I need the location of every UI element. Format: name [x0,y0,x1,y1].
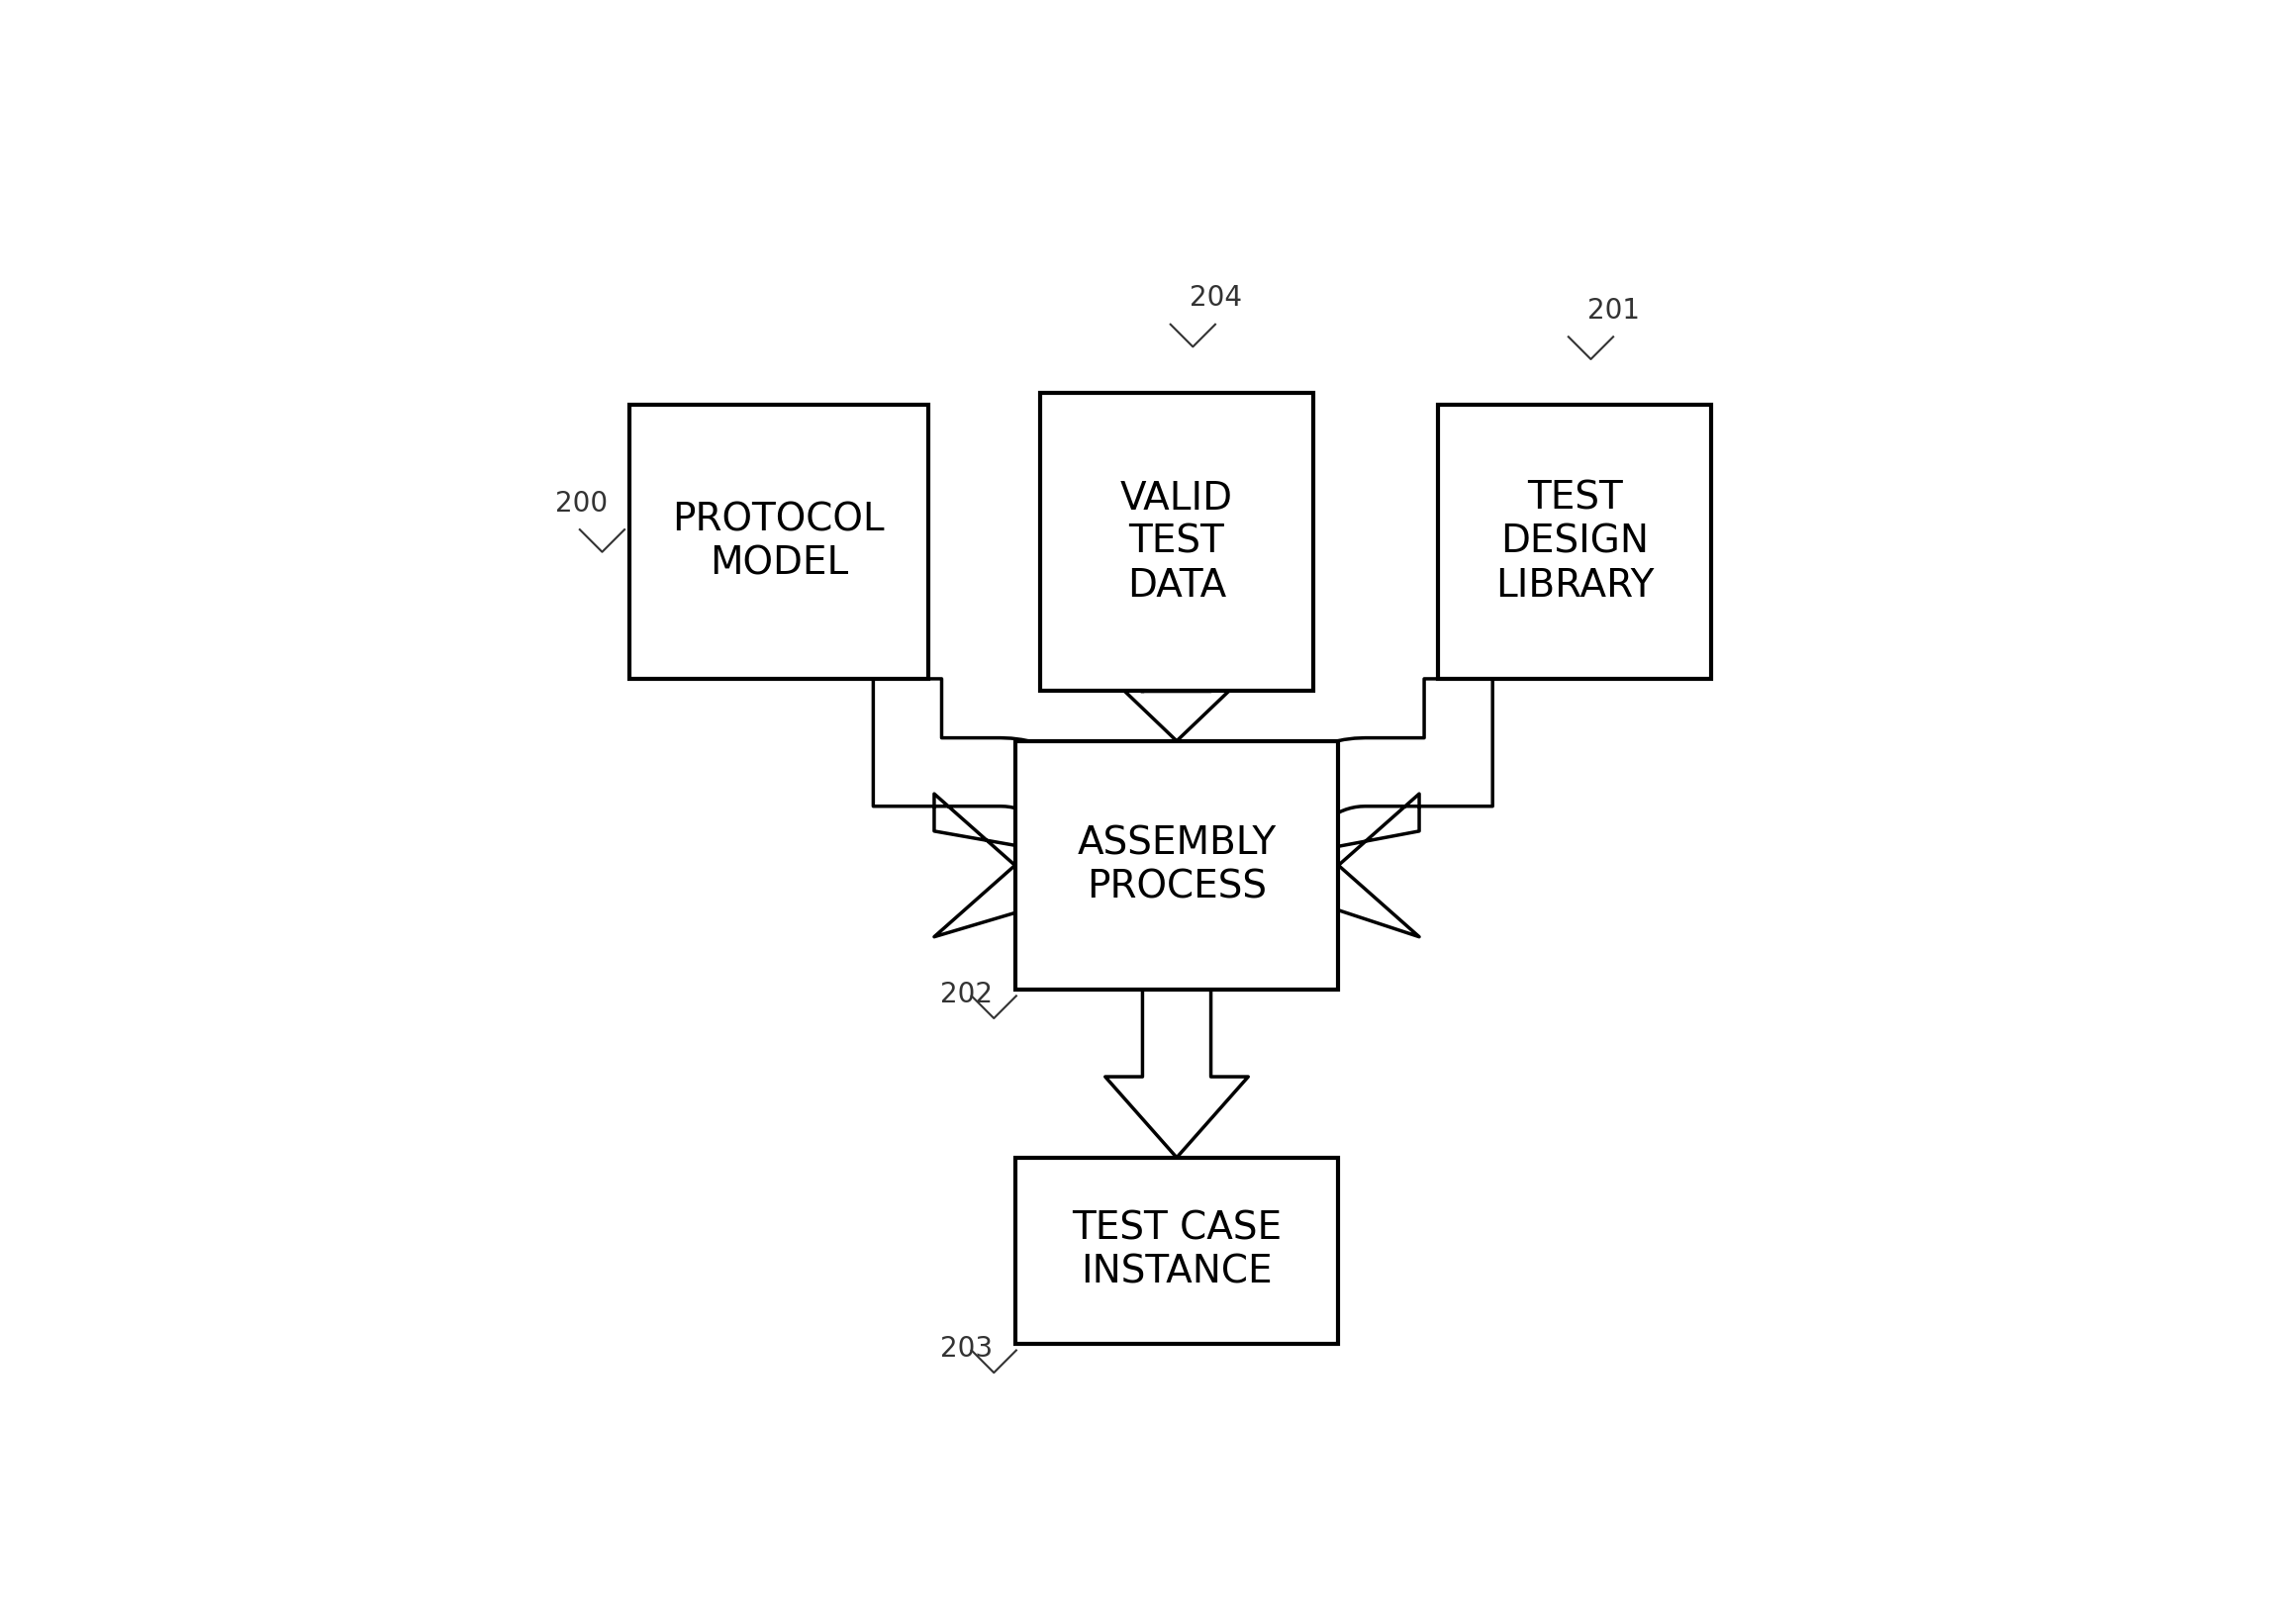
Bar [1015,1158,1339,1344]
Text: PROTOCOL
MODEL: PROTOCOL MODEL [673,501,884,583]
Text: 203: 203 [941,1336,992,1363]
Text: 200: 200 [556,489,608,517]
Polygon shape [1238,678,1492,937]
Text: VALID
TEST
DATA: VALID TEST DATA [1120,480,1233,604]
Bar [1015,741,1339,990]
Bar [629,405,928,678]
Text: 202: 202 [941,980,992,1008]
Text: TEST
DESIGN
LIBRARY: TEST DESIGN LIBRARY [1495,480,1653,604]
Polygon shape [1104,672,1249,741]
Text: TEST CASE
INSTANCE: TEST CASE INSTANCE [1072,1210,1281,1292]
Bar [1040,392,1313,691]
Text: ASSEMBLY
PROCESS: ASSEMBLY PROCESS [1077,825,1277,906]
Text: 201: 201 [1587,297,1639,325]
Bar [1437,405,1711,678]
Text: 204: 204 [1189,284,1242,312]
Polygon shape [1104,990,1249,1158]
Polygon shape [872,678,1127,937]
